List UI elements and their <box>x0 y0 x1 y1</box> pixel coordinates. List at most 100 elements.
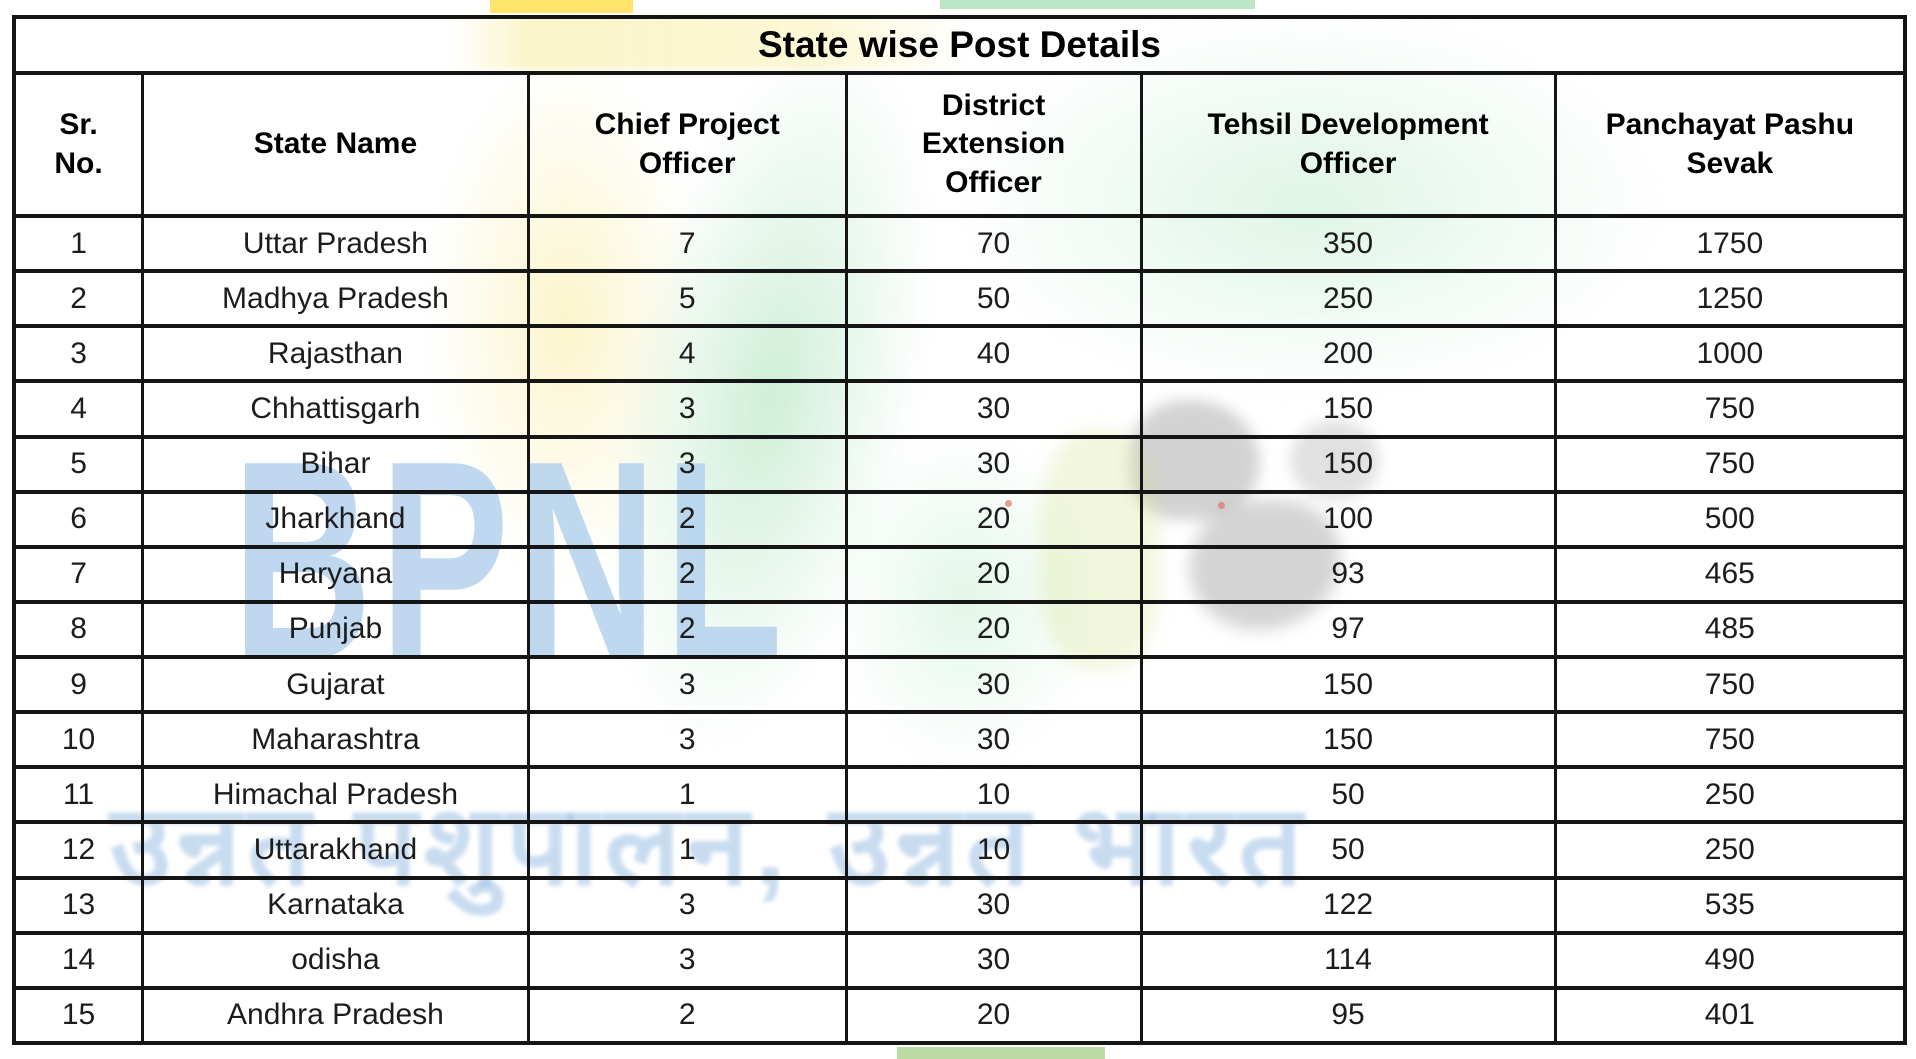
cell-chief-project-officer: 2 <box>526 985 848 1046</box>
cell-panchayat-pashu-sevak: 485 <box>1553 599 1907 660</box>
cell-state-name: Uttarakhand <box>141 820 530 880</box>
cell-state-name: Jharkhand <box>141 489 530 549</box>
column-header-chief-project-officer: Chief Project Officer <box>526 71 848 218</box>
cell-panchayat-pashu-sevak: 1000 <box>1553 324 1907 384</box>
table-row: 3 Rajasthan 4 40 200 1000 <box>12 324 1907 384</box>
cell-state-name: Gujarat <box>141 654 530 715</box>
cell-panchayat-pashu-sevak: 250 <box>1553 765 1907 825</box>
cell-tehsil-development-officer: 150 <box>1139 710 1557 770</box>
cell-sr-no: 4 <box>12 379 145 439</box>
cell-state-name: Maharashtra <box>141 710 530 770</box>
table-row: 7 Haryana 2 20 93 465 <box>12 544 1907 604</box>
cell-chief-project-officer: 1 <box>526 765 848 825</box>
cell-district-extension-officer: 20 <box>844 544 1143 604</box>
cell-district-extension-officer: 20 <box>844 599 1143 660</box>
table-row: 9 Gujarat 3 30 150 750 <box>12 654 1907 715</box>
column-header-panchayat-pashu-sevak: Panchayat Pashu Sevak <box>1553 71 1907 218</box>
cell-state-name: Chhattisgarh <box>141 379 530 439</box>
cell-tehsil-development-officer: 100 <box>1139 489 1557 549</box>
watermark-yellow-top-strip <box>490 0 633 13</box>
table-title: State wise Post Details <box>12 15 1907 75</box>
cell-sr-no: 9 <box>12 654 145 715</box>
cell-panchayat-pashu-sevak: 250 <box>1553 820 1907 880</box>
cell-sr-no: 12 <box>12 820 145 880</box>
cell-district-extension-officer: 10 <box>844 820 1143 880</box>
cell-chief-project-officer: 7 <box>526 213 848 274</box>
cell-district-extension-officer: 30 <box>844 710 1143 770</box>
cell-sr-no: 15 <box>12 985 145 1046</box>
cell-district-extension-officer: 30 <box>844 379 1143 439</box>
cell-panchayat-pashu-sevak: 490 <box>1553 930 1907 990</box>
cell-panchayat-pashu-sevak: 750 <box>1553 434 1907 494</box>
cell-chief-project-officer: 1 <box>526 820 848 880</box>
title-row: State wise Post Details <box>12 15 1907 75</box>
cell-district-extension-officer: 50 <box>844 269 1143 329</box>
cell-tehsil-development-officer: 50 <box>1139 765 1557 825</box>
table-header-row: Sr. No. State Name Chief Project Officer Di… <box>12 71 1907 218</box>
table-row: 6 Jharkhand 2 20 100 500 <box>12 489 1907 549</box>
cell-state-name: Punjab <box>141 599 530 660</box>
cell-chief-project-officer: 3 <box>526 710 848 770</box>
column-header-district-extension-officer: District Extension Officer <box>844 71 1143 218</box>
cell-sr-no: 1 <box>12 213 145 274</box>
table-row: 10 Maharashtra 3 30 150 750 <box>12 710 1907 770</box>
cell-chief-project-officer: 4 <box>526 324 848 384</box>
cell-panchayat-pashu-sevak: 750 <box>1553 654 1907 715</box>
cell-panchayat-pashu-sevak: 1750 <box>1553 213 1907 274</box>
column-header-sr-no: Sr. No. <box>12 71 145 218</box>
cell-sr-no: 14 <box>12 930 145 990</box>
cell-sr-no: 6 <box>12 489 145 549</box>
table-row: 11 Himachal Pradesh 1 10 50 250 <box>12 765 1907 825</box>
cell-tehsil-development-officer: 95 <box>1139 985 1557 1046</box>
cell-district-extension-officer: 30 <box>844 930 1143 990</box>
cell-chief-project-officer: 5 <box>526 269 848 329</box>
cell-tehsil-development-officer: 50 <box>1139 820 1557 880</box>
table-row: 12 Uttarakhand 1 10 50 250 <box>12 820 1907 880</box>
cell-state-name: Bihar <box>141 434 530 494</box>
cell-sr-no: 3 <box>12 324 145 384</box>
cell-sr-no: 10 <box>12 710 145 770</box>
cell-district-extension-officer: 30 <box>844 434 1143 494</box>
table-row: 1 Uttar Pradesh 7 70 350 1750 <box>12 213 1907 274</box>
watermark-mint-top-strip <box>940 0 1255 9</box>
table-row: 8 Punjab 2 20 97 485 <box>12 599 1907 660</box>
cell-state-name: Uttar Pradesh <box>141 213 530 274</box>
cell-tehsil-development-officer: 150 <box>1139 379 1557 439</box>
cell-state-name: Karnataka <box>141 875 530 935</box>
cell-tehsil-development-officer: 114 <box>1139 930 1557 990</box>
cell-sr-no: 11 <box>12 765 145 825</box>
cell-tehsil-development-officer: 97 <box>1139 599 1557 660</box>
cell-sr-no: 7 <box>12 544 145 604</box>
cell-chief-project-officer: 2 <box>526 599 848 660</box>
cell-chief-project-officer: 2 <box>526 544 848 604</box>
cell-panchayat-pashu-sevak: 535 <box>1553 875 1907 935</box>
cell-panchayat-pashu-sevak: 1250 <box>1553 269 1907 329</box>
cell-sr-no: 13 <box>12 875 145 935</box>
cell-panchayat-pashu-sevak: 500 <box>1553 489 1907 549</box>
cell-chief-project-officer: 3 <box>526 875 848 935</box>
cell-panchayat-pashu-sevak: 465 <box>1553 544 1907 604</box>
cell-district-extension-officer: 20 <box>844 489 1143 549</box>
cell-panchayat-pashu-sevak: 750 <box>1553 710 1907 770</box>
cell-chief-project-officer: 3 <box>526 379 848 439</box>
cell-chief-project-officer: 2 <box>526 489 848 549</box>
cell-district-extension-officer: 20 <box>844 985 1143 1046</box>
cell-state-name: Rajasthan <box>141 324 530 384</box>
cell-tehsil-development-officer: 93 <box>1139 544 1557 604</box>
table-row: 13 Karnataka 3 30 122 535 <box>12 875 1907 935</box>
cell-chief-project-officer: 3 <box>526 434 848 494</box>
cell-tehsil-development-officer: 200 <box>1139 324 1557 384</box>
cell-sr-no: 2 <box>12 269 145 329</box>
cell-panchayat-pashu-sevak: 401 <box>1553 985 1907 1046</box>
cell-sr-no: 8 <box>12 599 145 660</box>
table-row: 4 Chhattisgarh 3 30 150 750 <box>12 379 1907 439</box>
watermark-bottom-green-strip <box>897 1047 1105 1059</box>
table-row: 2 Madhya Pradesh 5 50 250 1250 <box>12 269 1907 329</box>
cell-district-extension-officer: 30 <box>844 875 1143 935</box>
cell-state-name: Madhya Pradesh <box>141 269 530 329</box>
cell-tehsil-development-officer: 150 <box>1139 654 1557 715</box>
cell-tehsil-development-officer: 250 <box>1139 269 1557 329</box>
cell-tehsil-development-officer: 350 <box>1139 213 1557 274</box>
cell-district-extension-officer: 40 <box>844 324 1143 384</box>
cell-district-extension-officer: 10 <box>844 765 1143 825</box>
